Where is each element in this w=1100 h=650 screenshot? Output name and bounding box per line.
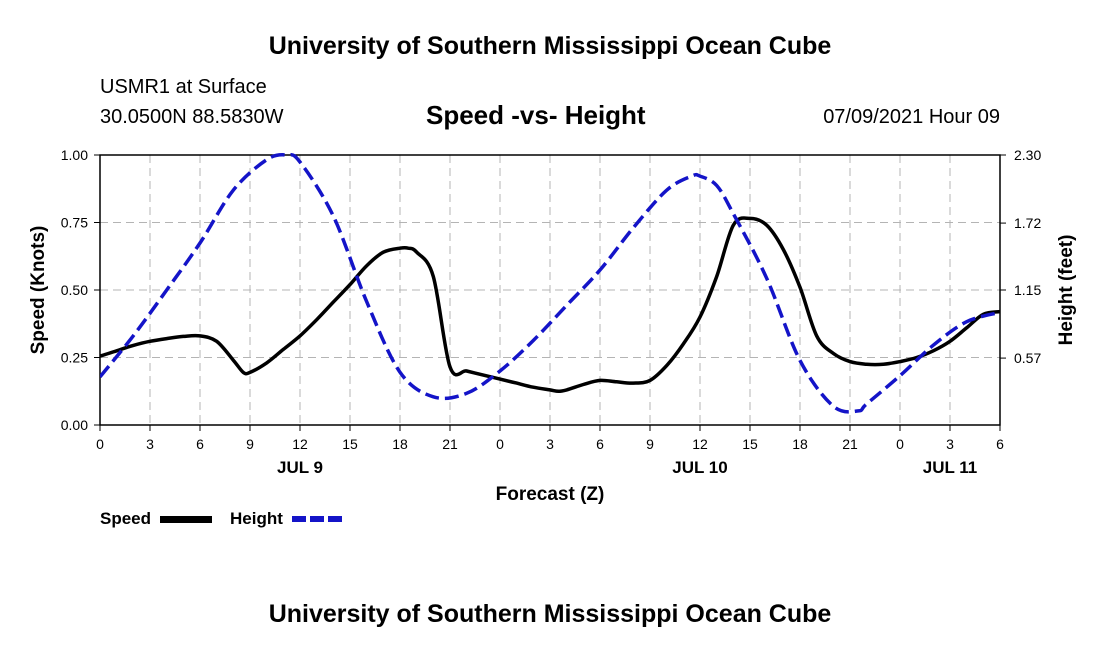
x-tick-label: 12 [692, 436, 708, 452]
series-height-line [100, 152, 1000, 414]
plot-frame [99, 154, 1001, 426]
x-tick-label: 3 [546, 436, 554, 452]
forecast-datetime: 07/09/2021 Hour 09 [823, 106, 1000, 128]
footer-title: University of Southern Mississippi Ocean… [268, 600, 832, 628]
legend-height-label: Height [230, 509, 283, 528]
y2-tick-label: 1.15 [1014, 282, 1041, 298]
x-tick-label: 6 [596, 436, 604, 452]
x-axis-title: Forecast (Z) [496, 484, 605, 505]
y2-tick-label: 0.57 [1014, 350, 1041, 366]
legend-speed-swatch [160, 516, 212, 523]
y-tick-label: 0.50 [61, 282, 88, 298]
day-label: JUL 9 [277, 458, 323, 477]
y2-tick-label: 1.72 [1014, 215, 1041, 231]
x-tick-label: 15 [342, 436, 358, 452]
series-speed-line [100, 216, 1000, 394]
x-tick-label: 0 [896, 436, 904, 452]
x-tick-label: 18 [392, 436, 408, 452]
x-tick-label: 0 [496, 436, 504, 452]
day-label: JUL 11 [923, 458, 978, 477]
x-tick-label: 3 [946, 436, 954, 452]
x-tick-label: 6 [196, 436, 204, 452]
y-tick-label: 0.25 [61, 350, 88, 366]
x-tick-label: 21 [442, 436, 458, 452]
y2-axis-title: Height (feet) [1056, 235, 1077, 346]
y-axis-title: Speed (Knots) [28, 226, 49, 355]
x-tick-label: 9 [646, 436, 654, 452]
x-tick-label: 3 [146, 436, 154, 452]
x-tick-label: 21 [842, 436, 858, 452]
x-tick-label: 9 [246, 436, 254, 452]
x-tick-label: 15 [742, 436, 758, 452]
y2-tick-label: 2.30 [1014, 147, 1041, 163]
legend-height-swatch [292, 516, 344, 522]
legend-speed-label: Speed [100, 509, 152, 528]
coordinates-label: 30.0500N 88.5830W [100, 106, 284, 128]
y-tick-label: 0.00 [61, 417, 88, 433]
station-label: USMR1 at Surface [100, 76, 267, 98]
chart-subtitle: Speed -vs- Height [426, 100, 646, 130]
page-title: University of Southern Mississippi Ocean… [268, 32, 832, 60]
x-tick-label: 6 [996, 436, 1004, 452]
y-tick-label: 1.00 [61, 147, 88, 163]
y-tick-label: 0.75 [61, 215, 88, 231]
x-tick-label: 0 [96, 436, 104, 452]
x-tick-label: 18 [792, 436, 808, 452]
day-label: JUL 10 [672, 458, 727, 477]
x-tick-label: 12 [292, 436, 308, 452]
